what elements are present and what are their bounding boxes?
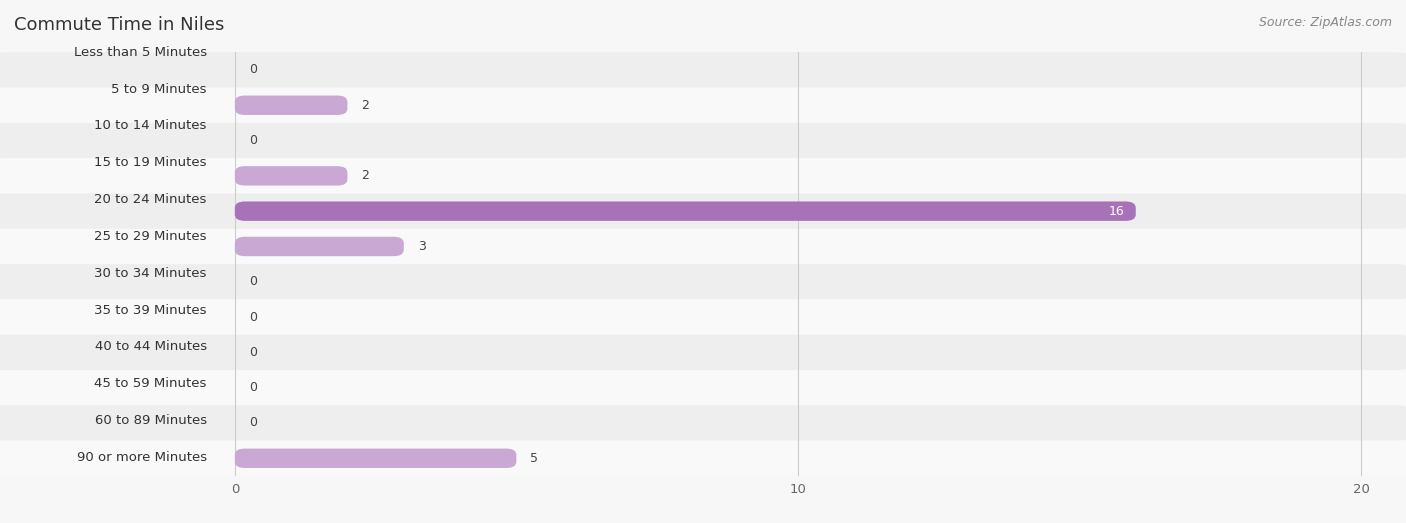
FancyBboxPatch shape [0,88,1406,123]
Text: 2: 2 [361,99,370,112]
Text: 0: 0 [249,346,257,359]
Text: 60 to 89 Minutes: 60 to 89 Minutes [94,414,207,427]
FancyBboxPatch shape [0,194,1406,229]
Text: 5: 5 [530,452,538,465]
FancyBboxPatch shape [0,335,1406,370]
Text: 3: 3 [418,240,426,253]
Text: 0: 0 [249,275,257,288]
Text: 15 to 19 Minutes: 15 to 19 Minutes [94,156,207,169]
Text: 5 to 9 Minutes: 5 to 9 Minutes [111,83,207,96]
Text: 40 to 44 Minutes: 40 to 44 Minutes [94,340,207,354]
Text: 30 to 34 Minutes: 30 to 34 Minutes [94,267,207,280]
Text: 2: 2 [361,169,370,183]
FancyBboxPatch shape [235,166,347,186]
Text: 90 or more Minutes: 90 or more Minutes [76,451,207,464]
FancyBboxPatch shape [0,264,1406,299]
FancyBboxPatch shape [0,440,1406,476]
FancyBboxPatch shape [0,52,1406,88]
Text: 20 to 24 Minutes: 20 to 24 Minutes [94,193,207,206]
Text: 25 to 29 Minutes: 25 to 29 Minutes [94,230,207,243]
FancyBboxPatch shape [235,96,347,115]
Text: Source: ZipAtlas.com: Source: ZipAtlas.com [1258,16,1392,29]
Text: 16: 16 [1109,204,1125,218]
Text: 45 to 59 Minutes: 45 to 59 Minutes [94,377,207,390]
FancyBboxPatch shape [235,449,516,468]
FancyBboxPatch shape [235,237,404,256]
Text: 0: 0 [249,416,257,429]
Text: Less than 5 Minutes: Less than 5 Minutes [73,46,207,59]
Text: 0: 0 [249,63,257,76]
FancyBboxPatch shape [0,123,1406,158]
Text: 0: 0 [249,134,257,147]
FancyBboxPatch shape [0,405,1406,440]
FancyBboxPatch shape [0,370,1406,405]
Text: Commute Time in Niles: Commute Time in Niles [14,16,225,33]
FancyBboxPatch shape [0,229,1406,264]
FancyBboxPatch shape [235,201,1136,221]
Text: 0: 0 [249,381,257,394]
Text: 35 to 39 Minutes: 35 to 39 Minutes [94,304,207,316]
Text: 10 to 14 Minutes: 10 to 14 Minutes [94,119,207,132]
Text: 0: 0 [249,311,257,324]
FancyBboxPatch shape [0,158,1406,194]
FancyBboxPatch shape [0,299,1406,335]
